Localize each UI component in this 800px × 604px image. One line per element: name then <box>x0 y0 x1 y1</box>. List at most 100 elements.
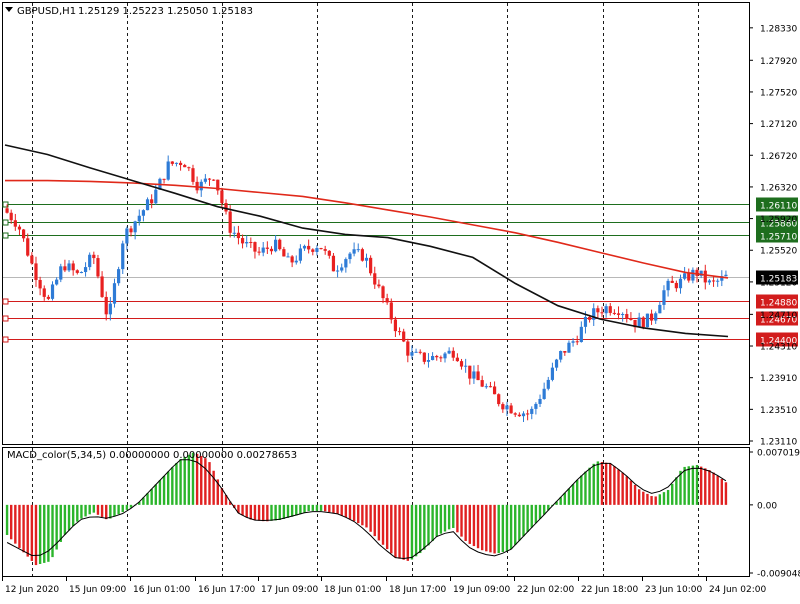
macd-bar <box>555 501 558 505</box>
candle-body <box>678 278 683 289</box>
candle-body <box>121 243 125 270</box>
macd-bar <box>109 504 112 519</box>
macd-bar <box>299 504 302 515</box>
candle-body <box>645 313 650 328</box>
price-tick-label-9: 1.24710 <box>760 311 797 321</box>
macd-bar <box>708 470 711 505</box>
macd-bar <box>580 475 583 505</box>
candle-body <box>459 361 464 367</box>
candle-body <box>666 280 670 291</box>
macd-bar <box>34 504 38 566</box>
candle-body <box>389 302 393 320</box>
macd-bar <box>290 504 294 517</box>
candle-body <box>480 380 484 387</box>
macd-bar <box>55 504 58 550</box>
macd-axis: 0.0070195 0.00 -0.009048 <box>749 449 800 580</box>
macd-bar <box>266 504 269 522</box>
candle-body <box>587 316 592 320</box>
macd-label: MACD_color(5,34,5) 0.00000000 0.00000000… <box>7 450 297 461</box>
candle-body <box>439 357 443 359</box>
candle-body <box>443 353 447 359</box>
macd-bar <box>542 504 546 515</box>
candle-body <box>695 269 699 276</box>
candle-body <box>422 352 426 362</box>
macd-bar <box>18 504 21 548</box>
macd-signal-line <box>6 459 727 560</box>
candle-body <box>559 351 563 360</box>
candle-body <box>344 259 348 268</box>
level-tag-1 <box>756 215 798 230</box>
macd-bar <box>699 466 703 505</box>
candle-body <box>141 210 146 216</box>
price-tick-label-0: 1.28330 <box>760 24 797 34</box>
macd-bar <box>26 504 29 557</box>
candle-body <box>699 270 703 276</box>
symbol-label: GBPUSD,H1 <box>17 6 76 17</box>
candle-body <box>26 238 30 256</box>
macd-bar <box>505 504 509 551</box>
candle-body <box>654 313 658 321</box>
macd-bar <box>88 504 91 515</box>
macd-bar <box>666 489 670 505</box>
macd-bar <box>592 463 595 505</box>
macd-bar <box>51 504 54 558</box>
candle-body <box>249 242 253 244</box>
candle-body <box>5 208 9 213</box>
macd-bar <box>76 504 79 522</box>
macd-tick-label-2: -0.009048 <box>757 570 800 580</box>
candle-body <box>455 357 459 362</box>
candle-body <box>538 398 542 404</box>
time-label-2: 16 Jun 01:00 <box>133 585 190 595</box>
candle-body <box>265 247 269 249</box>
candle-body <box>232 232 236 234</box>
collapse-triangle-icon[interactable] <box>5 7 13 12</box>
macd-bar <box>406 504 410 561</box>
candle-body <box>596 308 600 313</box>
candle-body <box>30 255 34 264</box>
macd-bar <box>187 454 191 505</box>
candle-body <box>162 178 166 180</box>
candle-body <box>579 326 583 343</box>
macd-bar <box>105 504 108 520</box>
macd-bar <box>671 483 674 505</box>
macd-bar <box>476 504 480 549</box>
macd-bar <box>150 488 153 505</box>
macd-bar <box>460 504 463 537</box>
macd-bar <box>576 479 579 505</box>
candle-body <box>426 360 431 362</box>
candle-body <box>104 296 108 315</box>
candle-body <box>96 258 100 277</box>
macd-bar <box>311 504 314 511</box>
macd-bar <box>414 504 418 557</box>
macd-bar <box>633 484 637 505</box>
candle-body <box>385 298 389 303</box>
candle-body <box>50 284 55 299</box>
candle-body <box>604 306 608 314</box>
macd-bar <box>509 504 513 550</box>
candle-body <box>257 251 261 253</box>
macd-bar <box>47 504 50 562</box>
time-label-6: 18 Jun 17:00 <box>389 585 446 595</box>
candle-body <box>224 203 228 212</box>
macd-bar <box>691 465 695 505</box>
time-label-1: 15 Jun 09:00 <box>69 585 126 595</box>
candle-body <box>75 270 79 273</box>
candle-body <box>290 256 294 263</box>
level-tag-2 <box>756 228 798 243</box>
candle-body <box>286 256 290 258</box>
candle-body <box>228 211 232 233</box>
candle-body <box>129 228 133 233</box>
macd-bar <box>92 504 96 513</box>
candle-body <box>83 267 88 273</box>
macd-bar <box>468 504 471 544</box>
candle-body <box>517 414 521 417</box>
macd-bar <box>121 504 124 513</box>
macd-bar <box>609 463 612 505</box>
candle-body <box>397 331 402 333</box>
candle-body <box>592 308 596 320</box>
macd-bar <box>654 496 657 505</box>
candle-body <box>38 279 42 289</box>
macd-bar <box>365 504 368 528</box>
macd-bar <box>398 504 401 559</box>
